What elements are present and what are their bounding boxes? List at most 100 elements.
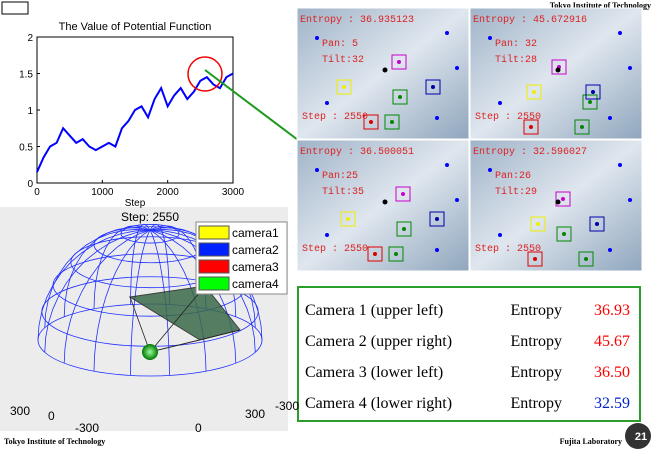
y-tick-label: 1	[27, 106, 33, 117]
marker-dot	[533, 257, 537, 261]
blue-dot	[455, 66, 459, 70]
camera-pan: Pan:25	[322, 171, 358, 182]
page-number: 21	[635, 431, 647, 443]
marker-dot	[390, 120, 394, 124]
axis-label: 0	[195, 421, 202, 435]
blue-dot	[608, 248, 612, 252]
row-camera: Camera 3 (lower left)	[305, 364, 443, 381]
footer-right: Fujita Laboratory	[560, 437, 622, 446]
camera-tilt: Tilt:29	[495, 186, 537, 198]
blue-dot	[628, 66, 632, 70]
axis-label: -300	[75, 421, 99, 435]
marker-dot	[561, 197, 565, 201]
footer-left: Tokyo Institute of Technology	[4, 437, 105, 446]
row-value: 36.93	[594, 302, 630, 319]
marker-dot	[373, 252, 377, 256]
legend-swatch	[199, 226, 229, 239]
marker-dot	[532, 90, 536, 94]
marker-dot	[369, 120, 373, 124]
legend-swatch	[199, 277, 229, 290]
marker-dot	[529, 125, 533, 129]
y-tick-label: 2	[27, 33, 33, 44]
x-tick-label: 3000	[222, 187, 245, 198]
legend-label: camera1	[232, 226, 279, 240]
blue-dot	[628, 198, 632, 202]
camera-entropy: Entropy : 36.500051	[300, 147, 414, 158]
center-dot	[383, 68, 388, 73]
blue-dot	[488, 36, 492, 40]
axis-label: -300	[275, 399, 299, 413]
blue-dot	[325, 101, 329, 105]
marker-dot	[431, 85, 435, 89]
slide: Tokyo Institute of Technology Tokyo Inst…	[0, 0, 653, 450]
x-tick-label: 2000	[157, 187, 180, 198]
blue-dot	[435, 116, 439, 120]
blue-dot	[498, 233, 502, 237]
row-label: Entropy	[510, 333, 562, 350]
logo-box	[2, 2, 28, 14]
y-tick-label: 0.5	[19, 143, 33, 154]
center-dot	[556, 68, 561, 73]
camera-tilt: Tilt:32	[322, 54, 364, 66]
camera-step: Step : 2550	[302, 244, 368, 255]
row-label: Entropy	[510, 395, 562, 412]
row-camera: Camera 2 (upper right)	[305, 333, 452, 350]
y-tick-label: 0	[27, 179, 33, 190]
row-value: 45.67	[594, 333, 630, 350]
row-value: 32.59	[594, 395, 630, 412]
camera-entropy: Entropy : 45.672916	[473, 15, 587, 26]
row-value: 36.50	[594, 364, 630, 381]
y-tick-label: 1.5	[19, 70, 33, 81]
center-dot	[383, 200, 388, 205]
camera-tilt: Tilt:28	[495, 54, 537, 66]
marker-dot	[588, 100, 592, 104]
marker-dot	[580, 125, 584, 129]
marker-dot	[394, 252, 398, 256]
marker-dot	[397, 60, 401, 64]
row-camera: Camera 4 (lower right)	[305, 395, 452, 412]
row-camera: Camera 1 (upper left)	[305, 302, 443, 319]
camera-step: Step : 2550	[475, 244, 541, 255]
marker-dot	[401, 192, 405, 196]
target-ball	[142, 344, 158, 360]
blue-dot	[435, 248, 439, 252]
legend-label: camera4	[232, 277, 279, 291]
camera-pan: Pan:26	[495, 171, 531, 182]
x-axis-label: Step	[125, 198, 146, 209]
marker-dot	[402, 227, 406, 231]
legend-swatch	[199, 243, 229, 256]
camera-entropy: Entropy : 32.596027	[473, 147, 587, 158]
legend-swatch	[199, 260, 229, 273]
axis-label: 300	[10, 404, 30, 418]
blue-dot	[325, 233, 329, 237]
blue-dot	[455, 198, 459, 202]
marker-dot	[591, 90, 595, 94]
marker-dot	[595, 222, 599, 226]
blue-dot	[608, 116, 612, 120]
camera-pan: Pan: 32	[495, 39, 537, 50]
marker-dot	[584, 257, 588, 261]
marker-dot	[346, 217, 350, 221]
camera-step: Step : 2550	[475, 112, 541, 123]
row-label: Entropy	[510, 364, 562, 381]
x-tick-label: 0	[34, 187, 40, 198]
blue-dot	[488, 168, 492, 172]
blue-dot	[618, 31, 622, 35]
marker-dot	[562, 232, 566, 236]
axis-label: 300	[245, 407, 265, 421]
marker-dot	[435, 217, 439, 221]
plot-title: The Value of Potential Function	[59, 21, 212, 33]
blue-dot	[445, 31, 449, 35]
simulation-title: Step: 2550	[121, 210, 179, 224]
blue-dot	[618, 163, 622, 167]
camera-step: Step : 2550	[302, 112, 368, 123]
legend-label: camera3	[232, 260, 279, 274]
axis-label: 0	[48, 409, 55, 423]
blue-dot	[498, 101, 502, 105]
marker-dot	[536, 222, 540, 226]
blue-dot	[315, 36, 319, 40]
marker-dot	[342, 85, 346, 89]
camera-pan: Pan: 5	[322, 39, 358, 50]
row-label: Entropy	[510, 302, 562, 319]
legend-label: camera2	[232, 243, 279, 257]
